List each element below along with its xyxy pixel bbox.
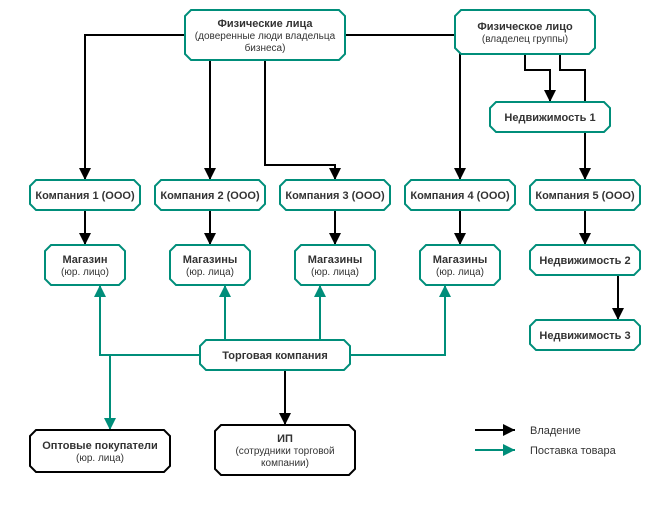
node-subtitle: (владелец группы)	[482, 34, 568, 45]
node-subtitle: (юр. лица)	[436, 267, 484, 278]
node-ip: ИП(сотрудники торговойкомпании)	[215, 425, 355, 475]
node-title: Магазины	[183, 254, 238, 266]
ownership-edge	[525, 54, 550, 102]
node-title: Магазины	[308, 254, 363, 266]
node-subtitle: (юр. лица)	[186, 267, 234, 278]
node-comp3: Компания 3 (ООО)	[280, 180, 390, 210]
node-title: Физические лица	[217, 18, 313, 30]
node-comp4: Компания 4 (ООО)	[405, 180, 515, 210]
node-realty1: Недвижимость 1	[490, 102, 610, 132]
node-realty2: Недвижимость 2	[530, 245, 640, 275]
legend-supply-label: Поставка товара	[530, 445, 617, 457]
node-comp1: Компания 1 (ООО)	[30, 180, 140, 210]
supply-edge	[100, 285, 200, 355]
node-title: Недвижимость 2	[539, 255, 630, 267]
node-shop3: Магазины(юр. лица)	[295, 245, 375, 285]
node-shop4: Магазины(юр. лица)	[420, 245, 500, 285]
node-title: Недвижимость 1	[504, 112, 595, 124]
legend-ownership-label: Владение	[530, 425, 581, 437]
node-title: Компания 4 (ООО)	[410, 190, 510, 202]
node-trade: Торговая компания	[200, 340, 350, 370]
node-shop2: Магазины(юр. лица)	[170, 245, 250, 285]
legend: Владение Поставка товара	[475, 425, 617, 457]
node-title: Компания 3 (ООО)	[285, 190, 385, 202]
supply-edge	[350, 285, 445, 355]
node-title: Оптовые покупатели	[42, 440, 158, 452]
ownership-edge	[345, 35, 460, 180]
node-realty3: Недвижимость 3	[530, 320, 640, 350]
node-subtitle: (юр. лица)	[76, 453, 124, 464]
node-optbuyers: Оптовые покупатели(юр. лица)	[30, 430, 170, 472]
node-subtitle: (юр. лица)	[311, 267, 359, 278]
node-comp2: Компания 2 (ООО)	[155, 180, 265, 210]
node-title: Торговая компания	[222, 350, 328, 362]
node-shop1: Магазин(юр. лицо)	[45, 245, 125, 285]
business-structure-diagram: Физические лица(доверенные люди владельц…	[0, 0, 650, 509]
node-comp5: Компания 5 (ООО)	[530, 180, 640, 210]
ownership-edge	[265, 60, 335, 180]
ownership-edge	[85, 35, 185, 180]
node-title: Недвижимость 3	[539, 330, 630, 342]
node-title: Магазины	[433, 254, 488, 266]
node-title: Компания 5 (ООО)	[535, 190, 635, 202]
node-title: ИП	[277, 433, 293, 445]
node-fiz_owner: Физическое лицо(владелец группы)	[455, 10, 595, 54]
node-fiz_group: Физические лица(доверенные люди владельц…	[185, 10, 345, 60]
node-title: Физическое лицо	[477, 21, 573, 33]
node-subtitle: (юр. лицо)	[61, 267, 109, 278]
node-title: Магазин	[62, 254, 107, 266]
node-title: Компания 1 (ООО)	[35, 190, 135, 202]
node-title: Компания 2 (ООО)	[160, 190, 260, 202]
